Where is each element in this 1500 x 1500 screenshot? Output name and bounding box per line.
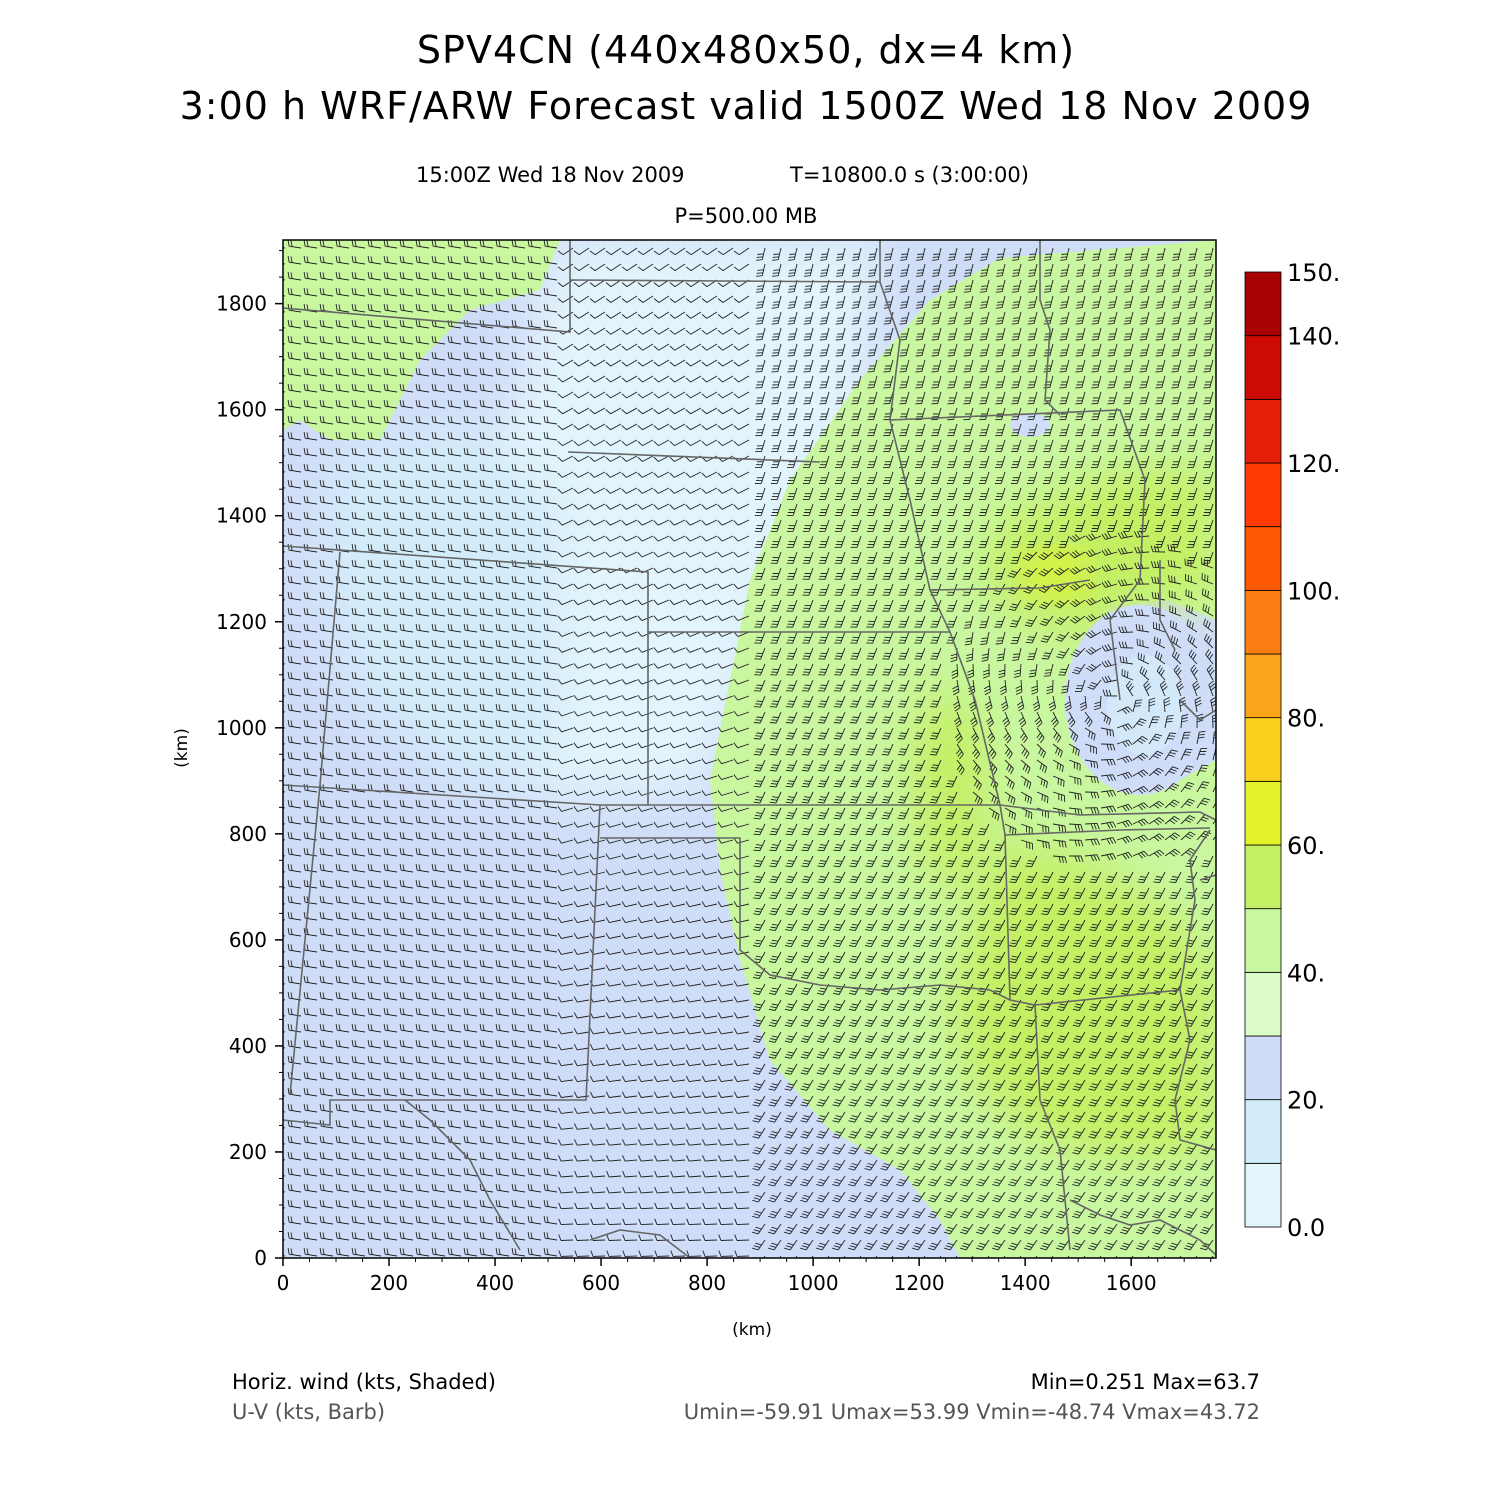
state-boundaries: [283, 240, 1216, 1258]
plot-title-line-2: 3:00 h WRF/ARW Forecast valid 1500Z Wed …: [179, 84, 1313, 128]
border-line: [283, 240, 571, 333]
colorbar-segment: [1244, 971, 1282, 1037]
colorbar-segment: [1244, 908, 1282, 973]
shading-60plus-max: [1025, 553, 1085, 597]
x-tick-label: 800: [688, 1271, 726, 1295]
x-axis-ticks: 0 200 400 600 800 1000 1200 1400 1600: [277, 1258, 1212, 1295]
y-tick-label: 1000: [216, 716, 267, 740]
border-line: [567, 451, 821, 463]
y-tick-label: 0: [254, 1246, 267, 1270]
y-axis-ticks: 0 200 400 600 800 1000 1200 1400 1600 1800: [216, 250, 283, 1270]
plot-title-line-1: SPV4CN (440x480x50, dx=4 km): [416, 28, 1076, 72]
colorbar-label: 20.: [1287, 1087, 1325, 1115]
colorbar-segment: [1244, 1162, 1282, 1228]
border-line: [1179, 829, 1211, 991]
x-tick-label: 400: [476, 1271, 514, 1295]
pressure-level-label: P=500.00 MB: [674, 204, 818, 228]
border-line: [889, 409, 1146, 701]
colorbar-segment: [1244, 271, 1282, 337]
border-line: [600, 837, 1011, 1001]
y-tick-label: 1600: [216, 398, 267, 422]
x-tick-label: 1600: [1106, 1271, 1157, 1295]
valid-time-label: 15:00Z Wed 18 Nov 2009: [416, 163, 685, 187]
border-line: [589, 1229, 691, 1258]
colorbar-segment: [1244, 780, 1282, 846]
colorbar-segment: [1244, 335, 1282, 400]
shading-lakes-patch: [1010, 413, 1050, 437]
colorbar-label: 40.: [1287, 959, 1325, 987]
y-tick-label: 1200: [216, 610, 267, 634]
border-line: [569, 279, 881, 283]
border-line: [319, 551, 341, 786]
colorbar-segment: [1244, 589, 1282, 655]
colorbar-segment: [1244, 1099, 1282, 1164]
barb-description: U-V (kts, Barb): [232, 1400, 386, 1424]
y-axis-label: (km): [172, 728, 192, 768]
colorbar-segment: [1244, 398, 1282, 464]
wind-speed-shading: [283, 240, 1216, 1258]
border-line: [404, 1099, 521, 1251]
border-line: [1159, 560, 1176, 651]
border-line: [1069, 1199, 1216, 1256]
border-line: [289, 784, 321, 1096]
colorbar-label: 60.: [1287, 832, 1325, 860]
shading-closed-low-core: [1107, 655, 1183, 755]
shading-weak-flow-west: [320, 420, 560, 790]
border-line: [1199, 874, 1216, 881]
uv-range-summary: Umin=-59.91 Umax=53.99 Vmin=-48.74 Vmax=…: [683, 1400, 1260, 1424]
x-tick-label: 1200: [894, 1271, 945, 1295]
border-line: [879, 240, 1001, 806]
border-line: [1004, 827, 1211, 836]
x-axis-label: (km): [732, 1320, 772, 1340]
colorbar-segment: [1244, 844, 1282, 910]
min-max-summary: Min=0.251 Max=63.7: [1030, 1370, 1260, 1394]
plot-frame: [282, 239, 1217, 1259]
border-line: [1034, 989, 1216, 1151]
border-line: [929, 579, 1091, 591]
y-tick-label: 1400: [216, 504, 267, 528]
colorbar-label: 0.0: [1287, 1214, 1325, 1242]
x-tick-label: 600: [582, 1271, 620, 1295]
model-time-label: T=10800.0 s (3:00:00): [790, 163, 1029, 187]
border-line: [1039, 240, 1061, 416]
border-line: [283, 545, 649, 805]
y-tick-label: 200: [229, 1140, 267, 1164]
colorbar-segment: [1244, 1035, 1282, 1101]
field-description: Horiz. wind (kts, Shaded): [232, 1370, 496, 1394]
x-tick-label: 200: [370, 1271, 408, 1295]
colorbar-label: 140.: [1287, 323, 1340, 351]
colorbar: [1244, 271, 1282, 1228]
y-tick-label: 600: [229, 928, 267, 952]
x-tick-label: 0: [277, 1271, 290, 1295]
colorbar-labels: 0.0 20. 40. 60. 80. 100. 120. 140. 150.: [1287, 259, 1340, 1242]
y-tick-label: 800: [229, 822, 267, 846]
x-tick-label: 1000: [788, 1271, 839, 1295]
colorbar-segment: [1244, 653, 1282, 719]
colorbar-segment: [1244, 526, 1282, 591]
colorbar-segment: [1244, 462, 1282, 528]
colorbar-segment: [1244, 717, 1282, 782]
colorbar-label: 120.: [1287, 450, 1340, 478]
colorbar-label: 80.: [1287, 705, 1325, 733]
x-tick-label: 1400: [1000, 1271, 1051, 1295]
colorbar-label: 150.: [1287, 259, 1340, 287]
colorbar-label: 100.: [1287, 577, 1340, 605]
border-line: [283, 804, 601, 1126]
border-line: [999, 804, 1216, 821]
y-tick-label: 1800: [216, 292, 267, 316]
border-line: [1179, 699, 1216, 722]
y-tick-label: 400: [229, 1034, 267, 1058]
